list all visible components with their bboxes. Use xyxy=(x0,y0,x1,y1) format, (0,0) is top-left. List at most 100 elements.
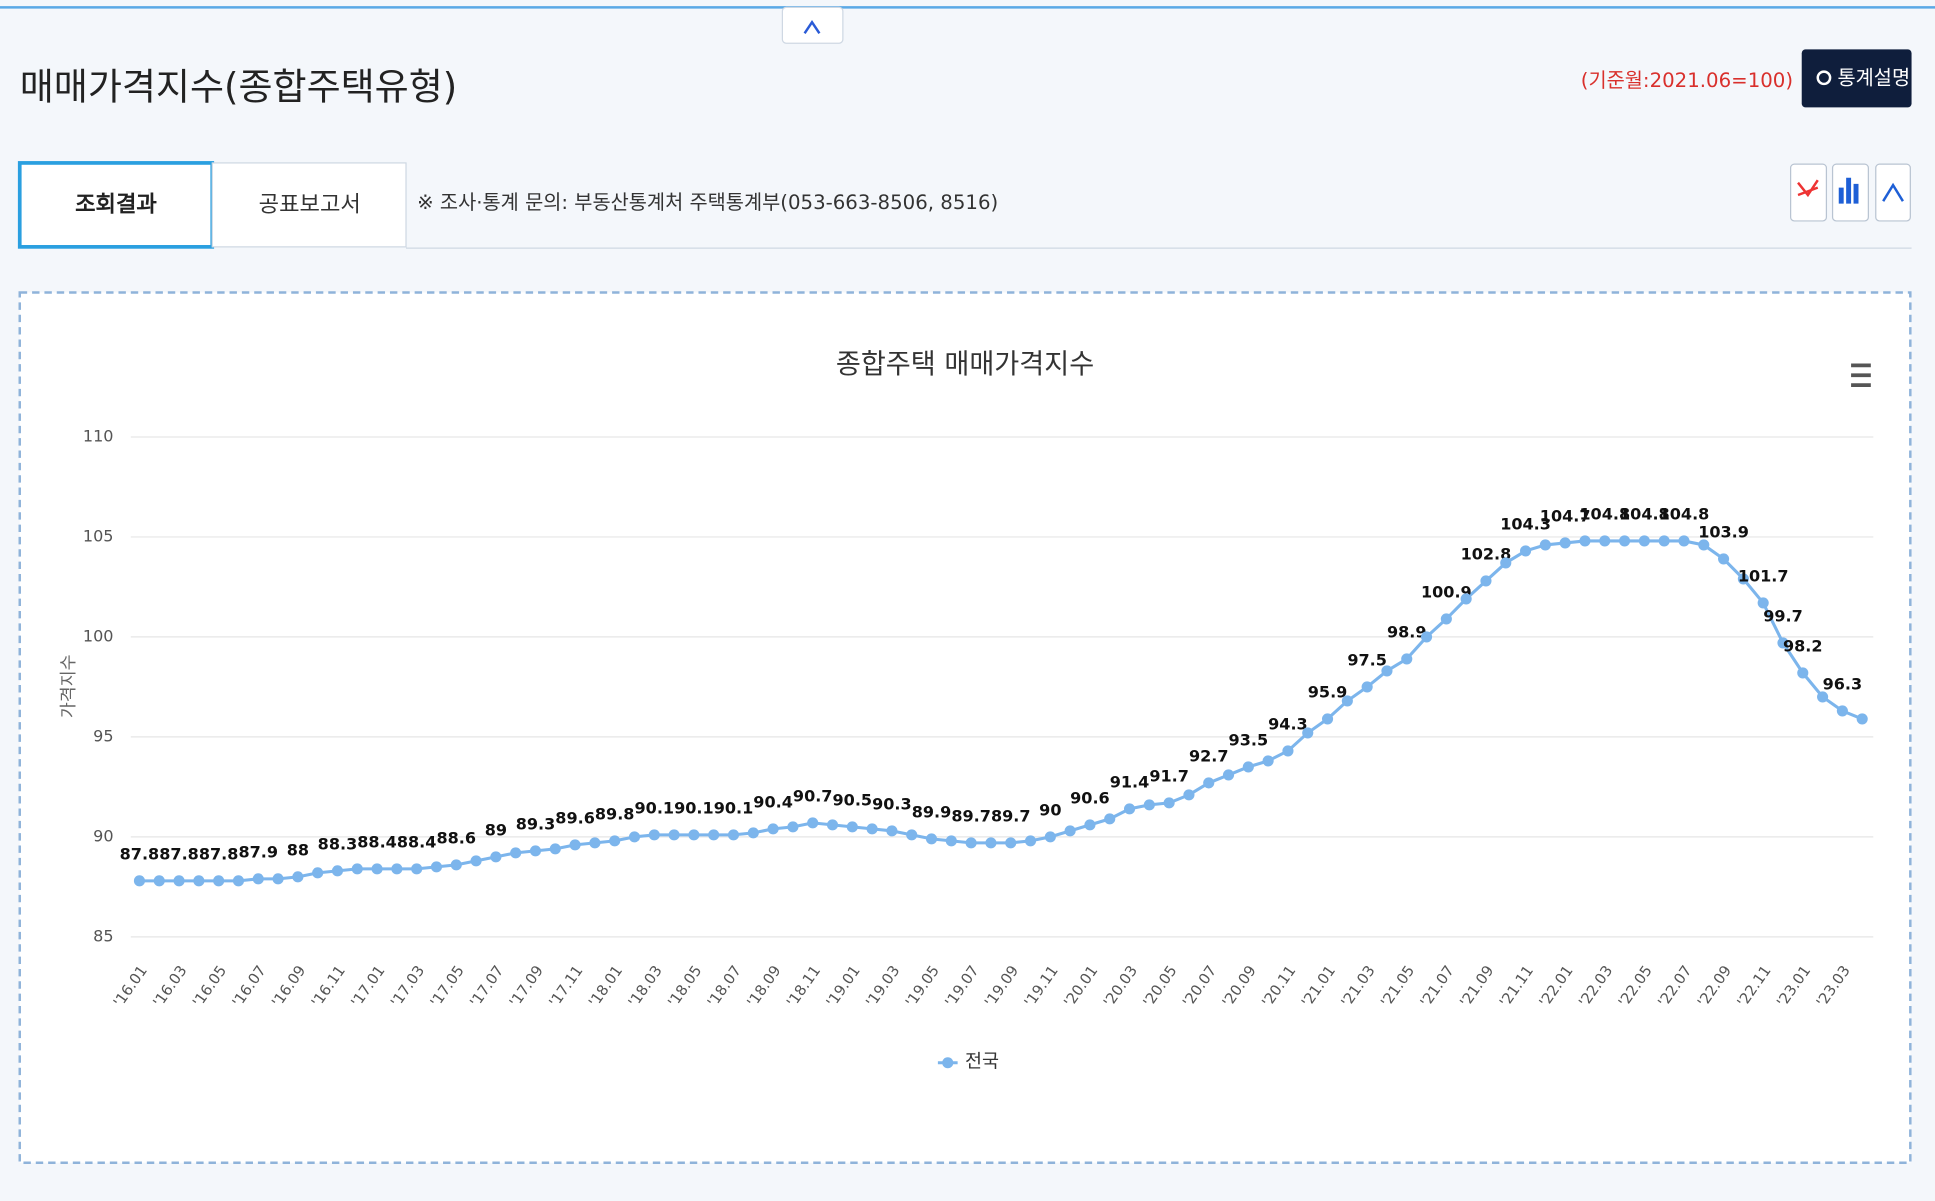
data-label: 89.8 xyxy=(595,804,635,823)
legend-marker xyxy=(942,1057,954,1069)
data-label: 89.7 xyxy=(951,806,991,825)
data-point xyxy=(906,829,918,841)
data-point xyxy=(925,833,938,845)
data-label: 96.3 xyxy=(1823,674,1863,693)
data-point xyxy=(1242,761,1254,773)
data-point xyxy=(846,821,858,833)
y-tick-label: 85 xyxy=(93,926,113,945)
data-point xyxy=(1638,535,1650,547)
icon xyxy=(1797,179,1819,198)
data-point xyxy=(1559,537,1571,549)
data-point xyxy=(1797,667,1809,679)
data-point xyxy=(1203,777,1215,789)
data-point xyxy=(331,865,344,877)
collapse-icon xyxy=(803,19,821,35)
data-point xyxy=(351,863,363,875)
data-label: 88.4 xyxy=(397,832,437,851)
data-label: 102.8 xyxy=(1461,545,1512,564)
data-point xyxy=(1520,545,1532,557)
y-tick-label: 110 xyxy=(83,426,114,445)
data-label: 90.7 xyxy=(793,786,833,805)
data-point xyxy=(708,829,720,841)
data-point xyxy=(866,823,878,835)
data-label: 91.4 xyxy=(1110,772,1150,791)
data-point xyxy=(510,847,522,859)
data-point xyxy=(1579,535,1591,547)
data-point xyxy=(1599,535,1611,547)
data-point xyxy=(1619,535,1631,547)
chart-title: 종합주택 매매가격지수 xyxy=(836,349,1094,380)
data-point xyxy=(1500,557,1512,569)
stats-button[interactable] xyxy=(1801,49,1912,108)
data-point xyxy=(1777,637,1789,649)
data-point xyxy=(490,851,502,863)
data-label: 89.3 xyxy=(516,814,556,833)
y-tick-label: 105 xyxy=(83,526,114,545)
data-point xyxy=(1064,825,1076,837)
data-point xyxy=(1817,691,1829,703)
data-point xyxy=(628,831,641,843)
data-label: 87.9 xyxy=(238,842,278,861)
search-icon xyxy=(1816,70,1832,86)
y-tick-label: 100 xyxy=(83,626,114,645)
data-point xyxy=(1024,835,1037,847)
data-label: 88.3 xyxy=(318,834,358,853)
legend-label: 전국 xyxy=(965,1052,999,1073)
base-note: (기준월:2021.06=100) xyxy=(1581,69,1793,92)
data-point xyxy=(747,827,759,839)
stats-button-label: 통계설명 xyxy=(1838,66,1911,89)
tab-active[interactable] xyxy=(17,161,215,249)
data-label: 100.9 xyxy=(1421,582,1472,601)
data-point xyxy=(1321,713,1334,725)
data-point xyxy=(193,875,205,887)
data-point xyxy=(767,823,779,835)
data-point xyxy=(1104,813,1116,825)
data-point xyxy=(133,875,146,887)
data-label: 95.9 xyxy=(1308,682,1348,701)
tab[interactable] xyxy=(211,162,407,248)
data-point xyxy=(1678,535,1690,547)
data-point xyxy=(1856,713,1868,725)
y-tick-label: 90 xyxy=(93,826,113,845)
data-point xyxy=(589,837,601,849)
table-view-button[interactable] xyxy=(1875,163,1911,222)
tab-label: 공표보고서 xyxy=(259,191,361,217)
series-line xyxy=(139,539,1863,883)
data-point xyxy=(1123,803,1136,815)
y-tick-label: 95 xyxy=(93,726,113,745)
data-point xyxy=(1480,575,1492,587)
data-point xyxy=(153,875,165,887)
data-point xyxy=(1836,705,1848,717)
data-point xyxy=(549,843,561,855)
chart-frame xyxy=(18,291,1912,1164)
data-label: 103.9 xyxy=(1698,523,1749,542)
data-label: 87.8 xyxy=(120,844,160,863)
data-point xyxy=(213,875,225,887)
data-point xyxy=(1222,769,1235,781)
data-label: 101.7 xyxy=(1738,566,1789,585)
data-point xyxy=(1401,653,1413,665)
data-point xyxy=(173,875,185,887)
data-point xyxy=(1302,727,1314,739)
data-point xyxy=(1757,597,1769,609)
data-label: 97.5 xyxy=(1347,650,1387,669)
data-label: 104.8 xyxy=(1579,505,1630,524)
data-label: 88.6 xyxy=(436,828,476,847)
data-point xyxy=(985,837,997,849)
data-point xyxy=(1163,797,1175,809)
data-point xyxy=(1084,819,1096,831)
data-point xyxy=(886,825,898,837)
icon xyxy=(1838,177,1859,204)
data-point xyxy=(1044,831,1056,843)
data-label: 104.8 xyxy=(1619,505,1670,524)
data-label: 98.2 xyxy=(1783,636,1823,655)
icon xyxy=(1882,182,1904,202)
data-point xyxy=(430,861,443,873)
data-point xyxy=(1460,593,1472,605)
data-label: 104.3 xyxy=(1500,515,1551,534)
data-point xyxy=(470,855,482,867)
data-label: 90.1 xyxy=(635,798,675,817)
chart-menu[interactable] xyxy=(1851,363,1871,387)
data-label: 98.9 xyxy=(1387,622,1427,641)
